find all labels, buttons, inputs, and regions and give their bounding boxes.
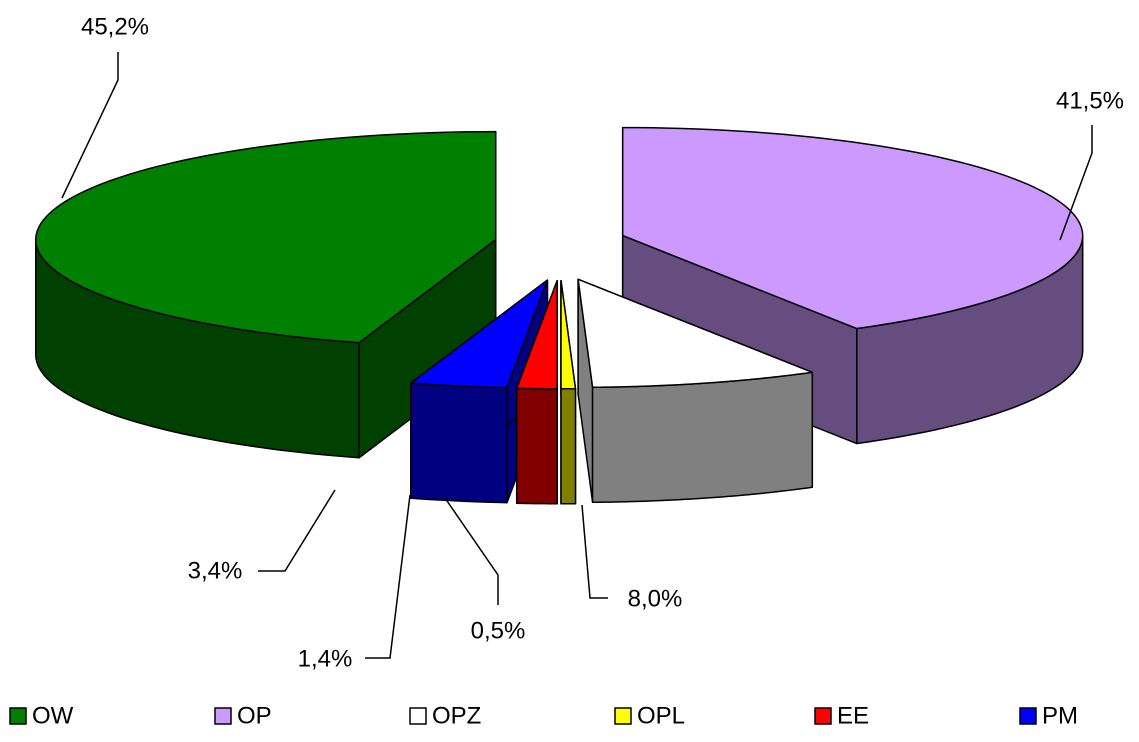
legend-swatch	[409, 707, 427, 725]
data-label: 8,0%	[628, 585, 683, 612]
leader-line	[1059, 125, 1093, 241]
legend-label: OPL	[637, 702, 685, 729]
leader-line	[61, 52, 119, 199]
legend-label: OW	[32, 702, 74, 729]
slice-wall	[410, 382, 508, 504]
slice-wall	[591, 371, 814, 504]
data-label: 41,5%	[1056, 87, 1124, 114]
legend-swatch	[1019, 707, 1037, 725]
leader-line	[444, 497, 499, 605]
slice	[560, 279, 577, 390]
data-label: 1,4%	[298, 645, 353, 672]
data-label: 45,2%	[81, 13, 149, 40]
slice	[515, 279, 558, 390]
legend-label: OPZ	[432, 702, 481, 729]
legend-swatch	[9, 707, 27, 725]
slice-wall	[560, 387, 577, 505]
slice	[35, 130, 497, 344]
data-label: 0,5%	[471, 617, 526, 644]
data-label: 3,4%	[188, 557, 243, 584]
slice	[577, 278, 814, 389]
legend-swatch	[814, 707, 832, 725]
legend-swatch	[214, 707, 232, 725]
slice	[410, 279, 549, 389]
slice	[621, 126, 1084, 330]
legend-swatch	[614, 707, 632, 725]
leader-line	[258, 489, 336, 572]
legend-label: OP	[237, 702, 272, 729]
slice-wall	[515, 387, 558, 505]
leader-line	[581, 504, 608, 599]
legend-label: PM	[1042, 702, 1078, 729]
legend-label: EE	[837, 702, 869, 729]
leader-line	[365, 494, 411, 659]
